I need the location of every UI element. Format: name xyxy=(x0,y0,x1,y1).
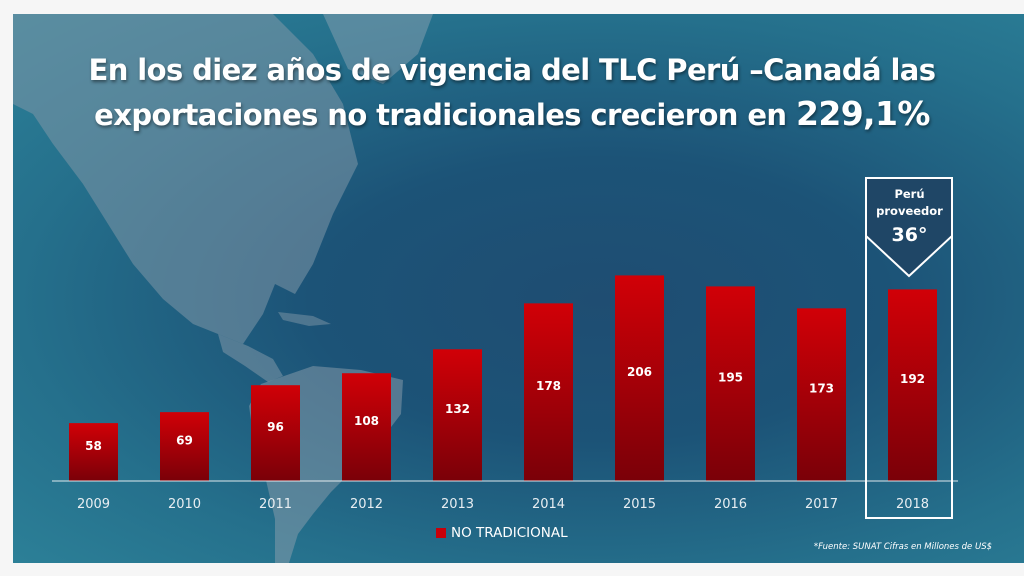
bar-2017 xyxy=(797,308,846,481)
bar-value-label-2013: 132 xyxy=(445,402,470,416)
bar-value-label-2012: 108 xyxy=(354,414,379,428)
bar-value-label-2011: 96 xyxy=(267,420,284,434)
x-tick-label-2018: 2018 xyxy=(896,497,929,512)
bar-2014 xyxy=(524,303,573,481)
central-america-landmass xyxy=(218,334,283,382)
bar-2015 xyxy=(615,275,664,481)
source-note: *Fuente: SUNAT Cifras en Millones de US$ xyxy=(813,542,992,552)
badge-country: Perú xyxy=(894,187,925,201)
legend-swatch xyxy=(436,528,446,538)
chart-legend: NO TRADICIONAL xyxy=(436,523,568,543)
bar-2009 xyxy=(69,423,118,481)
bar-2011 xyxy=(251,385,300,481)
highlight-badge: Perú proveedor 36° xyxy=(866,186,953,250)
x-tick-label-2011: 2011 xyxy=(259,497,292,512)
badge-rank: 36° xyxy=(891,224,928,246)
badge-role: proveedor xyxy=(876,204,943,218)
x-tick-label-2010: 2010 xyxy=(168,497,201,512)
x-tick-label-2017: 2017 xyxy=(805,497,838,512)
x-tick-label-2009: 2009 xyxy=(77,497,110,512)
bar-2013 xyxy=(433,349,482,481)
title-text: En los diez años de vigencia del TLC Per… xyxy=(88,53,936,132)
caribbean-islands xyxy=(278,312,331,326)
bar-value-label-2018: 192 xyxy=(900,372,925,386)
bar-value-label-2010: 69 xyxy=(176,434,193,448)
bar-value-label-2014: 178 xyxy=(536,379,561,393)
bar-2010 xyxy=(160,412,209,481)
highlight-badge-pointer xyxy=(865,177,953,278)
greenland-landmass xyxy=(323,14,433,84)
bar-2018 xyxy=(888,289,937,481)
bar-value-label-2017: 173 xyxy=(809,382,834,396)
slide-title: En los diez años de vigencia del TLC Per… xyxy=(40,48,984,137)
bar-value-label-2015: 206 xyxy=(627,365,652,379)
x-tick-label-2015: 2015 xyxy=(623,497,656,512)
bar-value-label-2016: 195 xyxy=(718,371,743,385)
bar-2016 xyxy=(706,286,755,481)
chart-bars: 58 69 96 108 132 178 206 195 173 192 xyxy=(69,275,937,481)
x-tick-label-2012: 2012 xyxy=(350,497,383,512)
legend-label: NO TRADICIONAL xyxy=(451,525,568,541)
x-tick-label-2013: 2013 xyxy=(441,497,474,512)
bar-value-label-2009: 58 xyxy=(85,439,102,453)
x-axis-labels: 2009 2010 2011 2012 2013 2014 2015 2016 2017 2018 xyxy=(77,497,929,512)
x-tick-label-2014: 2014 xyxy=(532,497,565,512)
bar-2012 xyxy=(342,373,391,481)
title-percent: 229,1% xyxy=(795,94,930,133)
x-tick-label-2016: 2016 xyxy=(714,497,747,512)
north-america-landmass xyxy=(13,14,358,344)
